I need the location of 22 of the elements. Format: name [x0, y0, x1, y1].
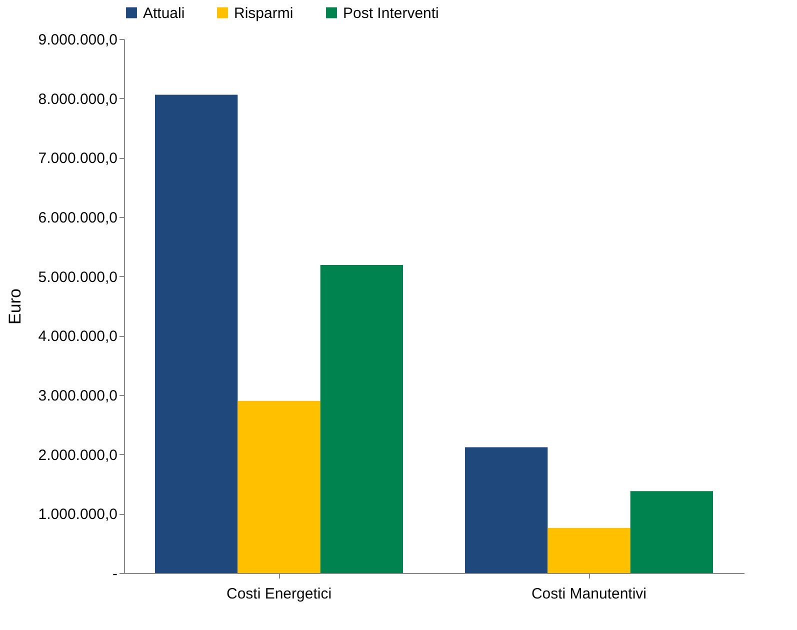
y-tick-label: 4.000.000,0: [38, 328, 118, 346]
y-tick-label: 3.000.000,0: [38, 388, 118, 404]
bar: [238, 400, 320, 573]
y-axis-title: Euro: [5, 288, 24, 324]
y-tick-label: 7.000.000,0: [38, 150, 118, 168]
bar: [630, 491, 713, 573]
legend-label: Attuali: [143, 4, 185, 22]
bar: [465, 447, 548, 573]
y-tick-label: 1.000.000,0: [38, 506, 118, 524]
y-tick-label: 5.000.000,0: [38, 268, 118, 286]
y-tick-label: 6.000.000,0: [38, 210, 118, 226]
legend-label: Post Interventi: [343, 4, 439, 22]
y-tick-label: -: [112, 566, 118, 582]
y-tick-label: 2.000.000,0: [38, 446, 118, 464]
x-tick-label: Costi Manutentivi: [531, 586, 647, 602]
bar: [320, 265, 403, 573]
legend-label: Risparmi: [234, 4, 294, 22]
bar: [155, 94, 238, 573]
y-tick-label: 9.000.000,0: [38, 32, 118, 48]
bar: [548, 528, 630, 573]
y-tick-label: 8.000.000,0: [38, 90, 118, 108]
x-tick-label: Costi Energetici: [226, 586, 332, 602]
